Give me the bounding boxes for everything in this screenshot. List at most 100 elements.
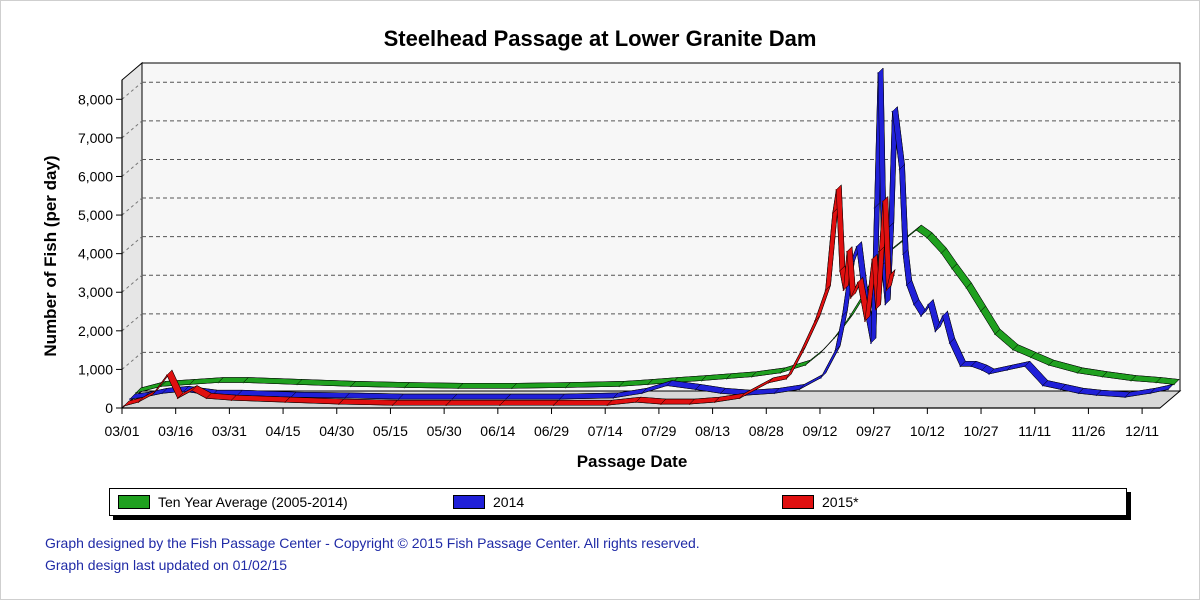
y-tick-label: 2,000 xyxy=(78,323,113,339)
data-point xyxy=(864,320,866,322)
data-point xyxy=(891,110,894,113)
gridline-side xyxy=(121,197,143,216)
data-point xyxy=(647,383,649,386)
data-point xyxy=(688,403,691,405)
series-segment xyxy=(451,393,512,400)
series-segment xyxy=(391,399,452,406)
data-point xyxy=(166,374,168,376)
legend-label: 2014 xyxy=(493,494,525,510)
data-point xyxy=(898,168,901,171)
data-point xyxy=(700,379,703,382)
data-point xyxy=(205,397,208,400)
data-point xyxy=(1041,384,1044,387)
data-point xyxy=(343,397,346,399)
data-point xyxy=(779,372,782,374)
series-segment xyxy=(338,398,399,406)
data-point xyxy=(870,342,872,344)
data-point xyxy=(856,281,859,284)
data-point xyxy=(750,375,753,378)
data-point xyxy=(666,384,668,387)
x-tick-label: 08/13 xyxy=(695,423,730,439)
y-tick-label: 7,000 xyxy=(78,130,113,146)
legend-item-ten-year-average: Ten Year Average (2005-2014) xyxy=(118,493,348,511)
x-tick-label: 10/27 xyxy=(964,423,999,439)
data-point xyxy=(635,401,637,403)
data-point xyxy=(1006,369,1008,371)
data-point xyxy=(230,399,233,402)
data-point xyxy=(1012,348,1014,351)
data-point xyxy=(1030,356,1032,359)
data-point xyxy=(1047,364,1050,366)
series-group xyxy=(122,67,1180,407)
data-point xyxy=(713,401,716,403)
data-point xyxy=(970,365,972,368)
data-point xyxy=(846,250,848,253)
data-point xyxy=(284,401,286,403)
data-point xyxy=(885,289,888,292)
data-point xyxy=(1130,379,1132,382)
axes: 0 1,000 2,000 3,000 4,000 5,000 6,000 7,000 8,00… xyxy=(78,80,1160,439)
footer-copyright: Graph designed by the Fish Passage Cente… xyxy=(45,535,700,551)
series-segment xyxy=(885,269,896,292)
data-point xyxy=(994,333,996,336)
data-point xyxy=(767,382,770,384)
gridline-side xyxy=(121,236,143,255)
data-point xyxy=(191,389,193,392)
data-point xyxy=(824,289,827,292)
y-tick-label: 3,000 xyxy=(78,284,113,300)
data-point xyxy=(927,303,929,306)
x-tick-label: 06/14 xyxy=(480,423,515,439)
gridline-side xyxy=(121,81,143,100)
data-point xyxy=(161,392,164,395)
data-point xyxy=(499,404,501,407)
data-point xyxy=(135,392,137,394)
data-point xyxy=(606,404,609,407)
footer-updated: Graph design last updated on 01/02/15 xyxy=(45,557,288,573)
data-point xyxy=(182,390,185,393)
data-point xyxy=(564,386,567,389)
x-tick-label: 11/26 xyxy=(1071,423,1105,439)
data-point xyxy=(451,398,453,400)
data-point xyxy=(804,364,807,366)
data-point xyxy=(889,274,891,276)
data-point xyxy=(349,385,352,388)
data-point xyxy=(882,200,884,203)
data-point xyxy=(773,392,776,395)
series-segment xyxy=(397,393,458,400)
y-tick-label: 5,000 xyxy=(78,207,113,223)
data-point xyxy=(841,315,844,317)
data-point xyxy=(905,284,908,287)
x-tick-label: 07/29 xyxy=(641,423,676,439)
data-point xyxy=(1167,388,1169,391)
data-point xyxy=(818,352,821,355)
series-segment xyxy=(552,399,613,406)
data-point xyxy=(719,392,722,395)
data-point xyxy=(618,385,621,388)
data-point xyxy=(337,403,340,405)
x-tick-label: 04/15 xyxy=(266,423,301,439)
data-point xyxy=(725,377,728,380)
series-ten-year-average-2005-2014 xyxy=(135,224,1180,394)
data-point xyxy=(798,388,801,391)
data-point xyxy=(915,229,918,231)
data-point xyxy=(457,387,459,390)
x-tick-label: 12/11 xyxy=(1125,423,1159,439)
gridlines xyxy=(121,81,1180,370)
legend-swatch xyxy=(782,495,814,509)
chart-title: Steelhead Passage at Lower Granite Dam xyxy=(383,26,817,51)
data-point xyxy=(979,310,982,312)
data-point xyxy=(1149,392,1151,395)
data-point xyxy=(842,289,845,292)
data-point xyxy=(403,386,406,389)
gridline-side xyxy=(121,159,143,177)
gridline-side xyxy=(121,120,143,139)
data-point xyxy=(847,318,850,320)
data-point xyxy=(799,351,802,353)
series-segment xyxy=(457,383,518,389)
legend-swatch xyxy=(118,495,150,509)
data-point xyxy=(820,377,822,379)
data-point xyxy=(612,397,615,399)
data-point xyxy=(873,207,876,209)
data-point xyxy=(1076,372,1079,374)
